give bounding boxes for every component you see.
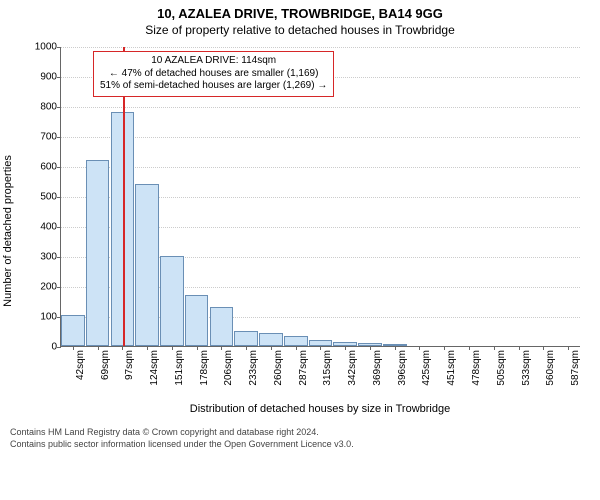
y-tick-label: 0 <box>23 342 61 353</box>
x-tick <box>469 346 470 350</box>
y-axis-label: Number of detached properties <box>2 155 14 307</box>
x-tick <box>370 346 371 350</box>
licence-line2: Contains public sector information licen… <box>10 439 590 451</box>
chart-subtitle: Size of property relative to detached ho… <box>0 21 600 41</box>
x-tick-label: 587sqm <box>570 350 581 386</box>
x-tick-label: 206sqm <box>223 350 234 386</box>
y-tick-label: 400 <box>23 222 61 233</box>
histogram-bar <box>86 160 110 346</box>
licence-line1: Contains HM Land Registry data © Crown c… <box>10 427 590 439</box>
x-tick <box>147 346 148 350</box>
x-tick-label: 178sqm <box>199 350 210 386</box>
y-tick-label: 100 <box>23 312 61 323</box>
gridline <box>61 167 580 168</box>
y-tick-label: 1000 <box>23 42 61 53</box>
x-tick-label: 425sqm <box>421 350 432 386</box>
x-tick-label: 151sqm <box>174 350 185 386</box>
y-tick-label: 800 <box>23 102 61 113</box>
gridline <box>61 47 580 48</box>
x-tick-label: 533sqm <box>521 350 532 386</box>
callout-box: 10 AZALEA DRIVE: 114sqm ← 47% of detache… <box>93 51 334 97</box>
x-tick <box>494 346 495 350</box>
y-tick <box>57 347 61 348</box>
y-tick-label: 500 <box>23 192 61 203</box>
x-tick-label: 69sqm <box>100 350 111 380</box>
histogram-bar <box>185 295 209 346</box>
x-tick <box>98 346 99 350</box>
chart-area: Number of detached properties 0100200300… <box>0 41 600 421</box>
y-tick-label: 200 <box>23 282 61 293</box>
y-tick <box>57 287 61 288</box>
callout-line3: 51% of semi-detached houses are larger (… <box>100 80 327 93</box>
y-tick <box>57 257 61 258</box>
x-tick <box>73 346 74 350</box>
histogram-bar <box>160 256 184 346</box>
x-tick-label: 42sqm <box>75 350 86 380</box>
callout-line2: ← 47% of detached houses are smaller (1,… <box>100 68 327 81</box>
x-tick-label: 505sqm <box>496 350 507 386</box>
y-tick <box>57 227 61 228</box>
callout-line1: 10 AZALEA DRIVE: 114sqm <box>100 55 327 68</box>
plot-region: 0100200300400500600700800900100042sqm69s… <box>60 47 580 347</box>
y-tick <box>57 77 61 78</box>
page-title: 10, AZALEA DRIVE, TROWBRIDGE, BA14 9GG <box>0 0 600 21</box>
y-tick-label: 600 <box>23 162 61 173</box>
x-tick-label: 478sqm <box>471 350 482 386</box>
x-tick <box>271 346 272 350</box>
x-tick-label: 233sqm <box>248 350 259 386</box>
histogram-bar <box>210 307 234 346</box>
x-tick-label: 287sqm <box>298 350 309 386</box>
x-tick <box>395 346 396 350</box>
y-tick <box>57 47 61 48</box>
histogram-bar <box>284 336 308 347</box>
y-tick <box>57 167 61 168</box>
x-tick <box>568 346 569 350</box>
licence-block: Contains HM Land Registry data © Crown c… <box>0 421 600 450</box>
x-tick <box>172 346 173 350</box>
y-tick-label: 900 <box>23 72 61 83</box>
x-tick-label: 451sqm <box>446 350 457 386</box>
y-tick <box>57 107 61 108</box>
y-tick-label: 300 <box>23 252 61 263</box>
x-tick <box>246 346 247 350</box>
x-tick-label: 97sqm <box>124 350 135 380</box>
x-tick-label: 369sqm <box>372 350 383 386</box>
x-tick-label: 342sqm <box>347 350 358 386</box>
x-tick-label: 396sqm <box>397 350 408 386</box>
gridline <box>61 107 580 108</box>
x-tick-label: 315sqm <box>322 350 333 386</box>
histogram-bar <box>259 333 283 347</box>
x-tick-label: 124sqm <box>149 350 160 386</box>
histogram-bar <box>135 184 159 346</box>
x-tick-label: 560sqm <box>545 350 556 386</box>
histogram-bar <box>61 315 85 347</box>
x-tick <box>197 346 198 350</box>
x-tick <box>296 346 297 350</box>
y-tick <box>57 137 61 138</box>
x-axis-label: Distribution of detached houses by size … <box>60 403 580 415</box>
y-tick-label: 700 <box>23 132 61 143</box>
x-tick-label: 260sqm <box>273 350 284 386</box>
x-tick <box>519 346 520 350</box>
histogram-bar <box>234 331 258 346</box>
gridline <box>61 137 580 138</box>
y-tick <box>57 197 61 198</box>
chart-container: 10, AZALEA DRIVE, TROWBRIDGE, BA14 9GG S… <box>0 0 600 500</box>
